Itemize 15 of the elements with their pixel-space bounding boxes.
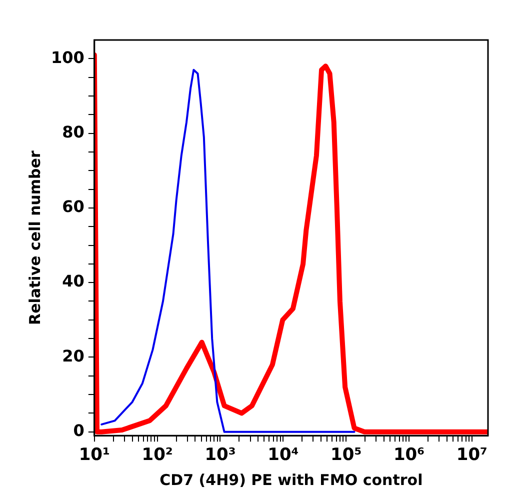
x-tick-label: 10³ xyxy=(204,445,236,466)
y-axis-title: Relative cell number xyxy=(26,150,44,325)
y-tick-label: 60 xyxy=(62,197,84,216)
x-tick-label: 10² xyxy=(142,445,173,466)
y-tick-label: 80 xyxy=(62,122,84,142)
y-tick-label: 100 xyxy=(50,48,84,67)
y-tick-label: 20 xyxy=(62,346,84,366)
y-tick-label: 0 xyxy=(73,421,84,440)
x-tick-label: 10¹ xyxy=(78,445,110,466)
x-tick-label: 10⁵ xyxy=(330,445,362,466)
x-axis-title: CD7 (4H9) PE with FMO control xyxy=(160,470,423,489)
x-tick-label: 10⁴ xyxy=(268,445,299,466)
x-tick-label: 10⁷ xyxy=(456,445,488,466)
y-tick-label: 40 xyxy=(62,272,84,291)
x-tick-label: 10⁶ xyxy=(393,445,425,466)
